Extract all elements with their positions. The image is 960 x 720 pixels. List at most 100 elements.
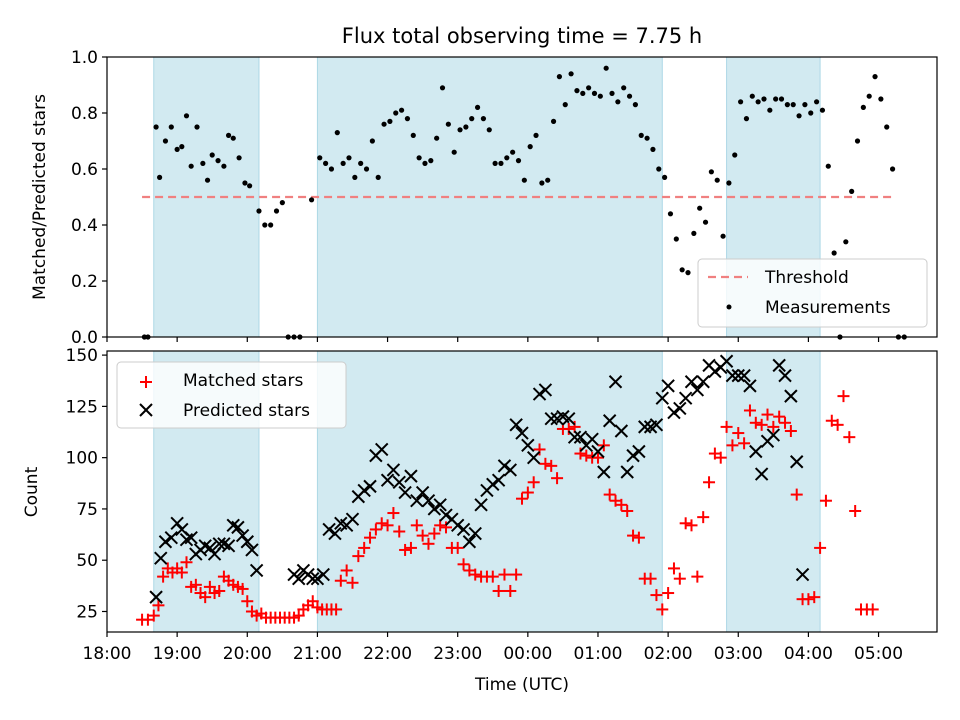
matched-star-point (627, 529, 640, 542)
matched-star-point (621, 504, 634, 517)
matched-star-point (784, 424, 797, 437)
matched-star-point (726, 439, 739, 452)
x-tick-label: 03:00 (714, 644, 763, 664)
predicted-star-point (678, 391, 693, 405)
predicted-star-point (602, 414, 617, 428)
predicted-star-point (754, 467, 769, 481)
predicted-star-point (433, 498, 447, 512)
predicted-star-point (778, 368, 792, 383)
predicted-star-point (655, 391, 669, 405)
measurement-point (889, 166, 896, 172)
measurement-point (183, 113, 190, 119)
matched-star-point (843, 431, 856, 444)
bottom-y-ticks: 25 50 75 100 125 150 (66, 346, 107, 622)
predicted-star-point (245, 543, 259, 557)
predicted-star-point (486, 477, 500, 492)
matched-star-point (808, 591, 821, 604)
y-tick-label: 1.0 (71, 48, 98, 68)
matched-star-point (562, 422, 575, 435)
predicted-star-point (790, 455, 804, 469)
measurement-point (884, 124, 890, 130)
measurement-point (515, 158, 522, 164)
top-legend: Threshold Measurements (697, 258, 928, 328)
bottom-y-axis-label: Count (22, 466, 42, 517)
predicted-star-point (509, 418, 523, 432)
top-y-axis-label: Matched/Predicted stars (30, 94, 50, 300)
matched-star-point (189, 578, 202, 591)
matched-star-point (516, 492, 528, 505)
measurement-point (346, 155, 352, 161)
legend-measurement-swatch (726, 304, 732, 310)
measurement-point (323, 160, 329, 166)
measurement-point (568, 71, 574, 77)
measurement-point (673, 236, 679, 242)
matched-star-point (199, 591, 212, 604)
predicted-star-point (661, 379, 675, 393)
y-tick-label: 0.0 (71, 328, 98, 348)
matched-star-point (533, 443, 546, 456)
matched-star-point (697, 511, 710, 524)
measurement-point (767, 107, 773, 113)
matched-star-point (451, 541, 464, 554)
measurement-point (236, 155, 242, 161)
measurement-point (632, 102, 638, 108)
top-legend-box (697, 258, 928, 328)
predicted-star-point (375, 442, 389, 457)
measurement-point (174, 146, 180, 152)
x-tick-label: 02:00 (644, 644, 693, 664)
bottom-legend: Matched stars Predicted stars (116, 361, 347, 429)
measurement-point (209, 152, 215, 158)
predicted-star-point (415, 485, 430, 500)
y-tick-label: 25 (76, 602, 98, 622)
predicted-star-point (427, 502, 442, 516)
matched-star-point (738, 437, 751, 450)
measurement-point (813, 99, 820, 105)
measurement-point (279, 200, 285, 206)
measurement-point (188, 163, 194, 169)
measurement-point (410, 132, 416, 138)
matched-star-point (615, 498, 628, 511)
matched-star-point (236, 582, 249, 595)
matched-star-point (539, 457, 552, 470)
measurement-point (849, 188, 855, 194)
measurement-point (328, 166, 335, 172)
matched-star-point (352, 550, 365, 563)
measurement-point (398, 107, 405, 113)
matched-star-point (387, 507, 400, 520)
matched-star-point (580, 449, 593, 462)
matched-star-point (814, 541, 827, 554)
predicted-star-point (696, 375, 710, 389)
measurement-point (866, 93, 872, 99)
matched-star-point (358, 541, 371, 554)
matched-star-point (157, 570, 170, 583)
measurement-point (451, 149, 457, 155)
measurement-point (843, 239, 849, 245)
measurement-point (580, 90, 586, 96)
matched-star-point (434, 519, 447, 532)
measurement-point (533, 132, 539, 138)
measurement-point (667, 211, 674, 217)
measurement-point (626, 93, 633, 99)
measurement-point (268, 222, 274, 228)
matched-star-point (591, 451, 604, 464)
measurement-point (825, 163, 831, 169)
measurement-point (317, 155, 323, 161)
measurement-point (273, 208, 280, 214)
measurement-point (749, 93, 755, 99)
measurement-point (603, 65, 609, 71)
matched-star-point (203, 580, 216, 593)
predicted-star-point (235, 528, 250, 543)
predicted-star-point (690, 383, 705, 397)
x-tick-label: 05:00 (854, 644, 903, 664)
measurement-point (720, 233, 726, 239)
matched-star-point (656, 603, 669, 616)
measurement-point (761, 96, 767, 102)
matched-star-point (469, 568, 482, 581)
matched-star-point (416, 529, 429, 542)
x-tick-label: 21:00 (293, 644, 342, 664)
predicted-star-point (521, 438, 535, 453)
matched-star-point (767, 420, 780, 433)
predicted-star-point (357, 483, 371, 498)
predicted-star-point (795, 567, 810, 582)
measurement-point (796, 113, 802, 119)
